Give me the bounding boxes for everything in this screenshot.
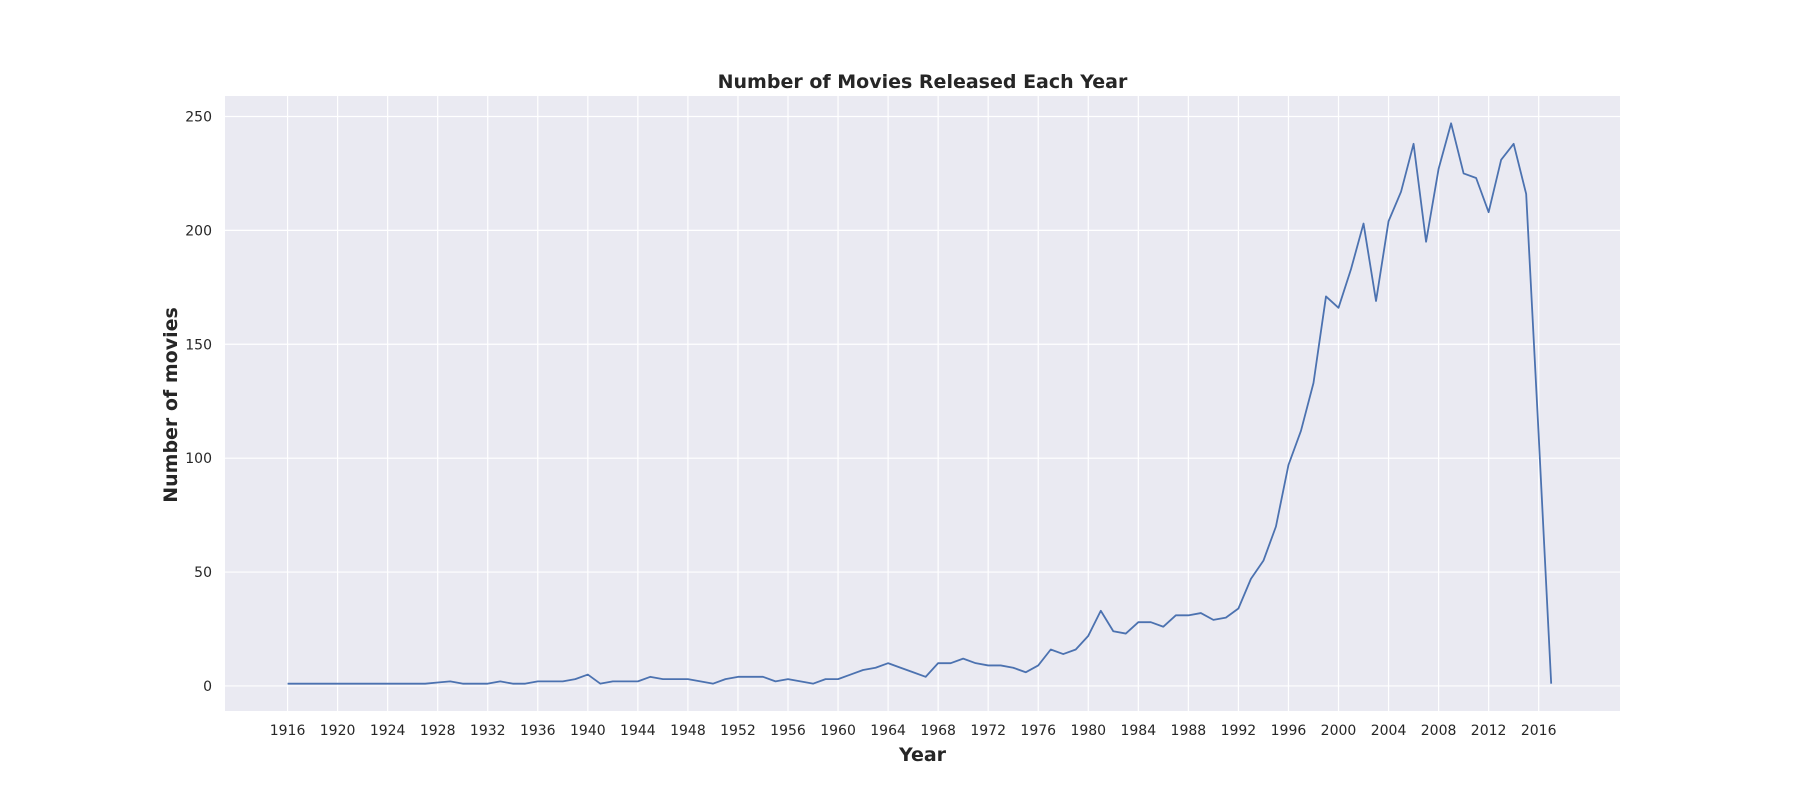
x-tick-label: 2012 (1471, 723, 1507, 739)
x-tick-label: 1968 (920, 723, 956, 739)
x-tick-label: 2000 (1321, 723, 1357, 739)
x-tick-label: 1996 (1271, 723, 1307, 739)
x-tick-label: 1980 (1070, 723, 1106, 739)
x-tick-label: 2008 (1421, 723, 1457, 739)
x-tick-label: 1976 (1020, 723, 1056, 739)
x-tick-label: 1956 (770, 723, 806, 739)
plot-area (225, 96, 1620, 711)
x-tick-label: 1940 (570, 723, 606, 739)
vertical-gridlines (286, 96, 1540, 711)
series-line (287, 122, 1553, 685)
y-tick-label: 200 (185, 223, 212, 239)
x-tick-label: 1992 (1221, 723, 1257, 739)
x-tick-label: 1960 (820, 723, 856, 739)
x-tick-label: 2016 (1521, 723, 1557, 739)
x-tick-labels: 1916 1920 1924 1928 1932 1936 1940 1944 1948 1952… (270, 723, 1557, 739)
y-tick-label: 50 (194, 565, 212, 581)
x-tick-label: 1952 (720, 723, 756, 739)
x-tick-label: 1972 (970, 723, 1006, 739)
x-tick-label: 1928 (420, 723, 456, 739)
y-tick-label: 250 (185, 110, 212, 126)
x-tick-label: 1988 (1171, 723, 1207, 739)
x-tick-label: 1936 (520, 723, 556, 739)
y-tick-label: 100 (185, 451, 212, 467)
horizontal-gridlines (225, 115, 1620, 687)
x-tick-label: 1964 (870, 723, 906, 739)
x-tick-label: 1948 (670, 723, 706, 739)
x-tick-label: 1916 (270, 723, 306, 739)
x-tick-label: 1984 (1120, 723, 1156, 739)
x-tick-label: 1944 (620, 723, 656, 739)
y-tick-label: 150 (185, 337, 212, 353)
x-tick-label: 1932 (470, 723, 506, 739)
y-tick-label: 0 (203, 679, 212, 695)
y-tick-labels: 0 50 100 150 200 250 (185, 110, 212, 695)
x-tick-label: 1920 (320, 723, 356, 739)
chart-title: Number of Movies Released Each Year (718, 71, 1128, 93)
x-axis-label: Year (898, 744, 947, 766)
y-axis-label: Number of movies (160, 307, 182, 503)
x-tick-label: 2004 (1371, 723, 1407, 739)
x-tick-label: 1924 (370, 723, 406, 739)
